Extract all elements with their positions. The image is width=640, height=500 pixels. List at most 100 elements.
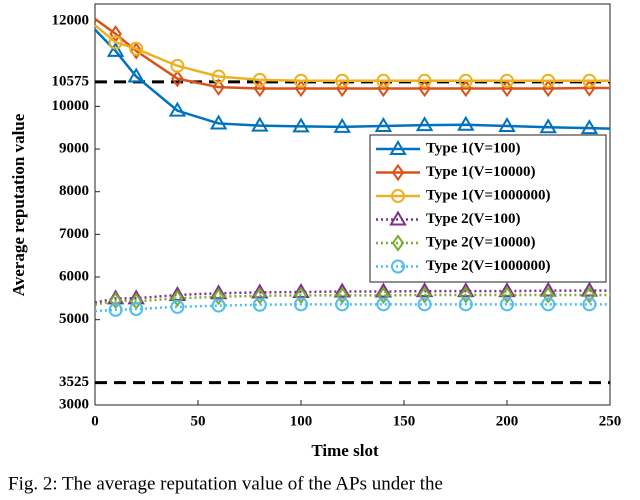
marker bbox=[171, 289, 184, 308]
marker bbox=[457, 115, 475, 131]
marker bbox=[376, 73, 391, 88]
marker bbox=[170, 58, 185, 73]
caption: Fig. 2: The average reputation value of … bbox=[8, 473, 443, 494]
marker bbox=[211, 69, 226, 84]
y-tick-label: 5000 bbox=[59, 311, 89, 327]
marker bbox=[292, 282, 310, 298]
marker bbox=[580, 119, 599, 135]
marker bbox=[109, 291, 122, 310]
series-line bbox=[94, 28, 611, 130]
legend-label: Type 1(V=1000000) bbox=[426, 187, 551, 203]
marker bbox=[333, 282, 351, 298]
marker bbox=[108, 35, 123, 50]
x-tick-label: 0 bbox=[91, 413, 99, 429]
marker bbox=[582, 73, 597, 88]
marker bbox=[417, 73, 432, 88]
y-tick-label: 6000 bbox=[59, 268, 89, 284]
legend-label: Type 1(V=100) bbox=[426, 140, 521, 156]
marker bbox=[251, 116, 269, 132]
marker bbox=[459, 286, 473, 304]
marker bbox=[335, 73, 350, 88]
series-line bbox=[94, 289, 610, 304]
marker bbox=[129, 302, 144, 317]
marker bbox=[253, 287, 267, 305]
marker bbox=[106, 41, 125, 57]
marker bbox=[418, 286, 431, 304]
y-tick-label: 10000 bbox=[52, 98, 90, 114]
marker bbox=[129, 41, 144, 56]
marker bbox=[333, 117, 351, 133]
marker bbox=[374, 117, 393, 133]
legend-label: Type 2(V=100) bbox=[426, 211, 521, 227]
marker bbox=[498, 282, 516, 298]
marker bbox=[458, 297, 473, 312]
marker bbox=[171, 69, 184, 88]
marker bbox=[209, 114, 228, 130]
marker bbox=[211, 298, 226, 313]
legend-marker bbox=[389, 210, 407, 226]
marker bbox=[541, 286, 555, 304]
legend-marker bbox=[391, 234, 405, 252]
series-line bbox=[94, 24, 610, 83]
marker bbox=[582, 297, 597, 312]
series-line bbox=[94, 303, 610, 313]
legend-label: Type 2(V=10000) bbox=[426, 234, 536, 250]
marker bbox=[377, 286, 390, 305]
x-tick-label: 200 bbox=[496, 413, 519, 429]
x-tick-label: 100 bbox=[290, 413, 313, 429]
marker bbox=[212, 287, 225, 306]
marker bbox=[168, 101, 187, 117]
marker bbox=[415, 116, 434, 132]
marker bbox=[541, 297, 556, 312]
y-tick-label: 7000 bbox=[59, 226, 89, 242]
marker bbox=[458, 73, 473, 88]
marker bbox=[252, 297, 267, 312]
marker bbox=[209, 284, 228, 300]
marker bbox=[252, 72, 267, 87]
marker bbox=[374, 282, 393, 298]
y-tick-label: 3525 bbox=[59, 374, 89, 390]
legend-marker bbox=[389, 140, 407, 155]
y-tick-label: 10575 bbox=[52, 73, 90, 89]
marker bbox=[500, 297, 514, 312]
legend-label: Type 1(V=10000) bbox=[426, 164, 536, 180]
series-line bbox=[94, 17, 610, 90]
x-tick-label: 50 bbox=[191, 413, 206, 429]
legend-marker bbox=[391, 189, 405, 203]
marker bbox=[335, 286, 349, 305]
legend-marker bbox=[391, 163, 405, 182]
marker bbox=[541, 73, 556, 88]
marker bbox=[170, 299, 185, 314]
marker bbox=[335, 297, 350, 312]
marker bbox=[294, 73, 308, 88]
marker bbox=[500, 73, 514, 88]
legend-label: Type 2(V=1000000) bbox=[426, 258, 551, 274]
marker bbox=[539, 281, 557, 297]
legend-marker bbox=[391, 259, 405, 274]
marker bbox=[294, 297, 308, 312]
marker bbox=[500, 286, 514, 304]
y-tick-label: 8000 bbox=[59, 183, 89, 199]
marker bbox=[294, 286, 308, 305]
legend: Type 1(V=100) Type 1(V=10000) Type 1(V=100… bbox=[369, 134, 607, 283]
marker bbox=[253, 79, 267, 98]
marker bbox=[127, 67, 145, 83]
marker bbox=[417, 297, 432, 312]
x-axis-label: Time slot bbox=[311, 441, 379, 460]
marker bbox=[376, 297, 391, 312]
marker bbox=[539, 118, 557, 134]
y-tick-label: 3000 bbox=[59, 396, 89, 412]
marker bbox=[212, 78, 225, 96]
marker bbox=[292, 117, 310, 133]
marker bbox=[498, 117, 516, 133]
marker bbox=[251, 283, 269, 299]
legend-box bbox=[369, 134, 607, 283]
marker bbox=[108, 302, 123, 317]
y-tick-label: 9000 bbox=[59, 140, 89, 156]
x-tick-label: 150 bbox=[393, 413, 416, 429]
series-line bbox=[94, 293, 610, 306]
marker bbox=[583, 286, 596, 304]
x-tick-label: 250 bbox=[599, 413, 622, 429]
